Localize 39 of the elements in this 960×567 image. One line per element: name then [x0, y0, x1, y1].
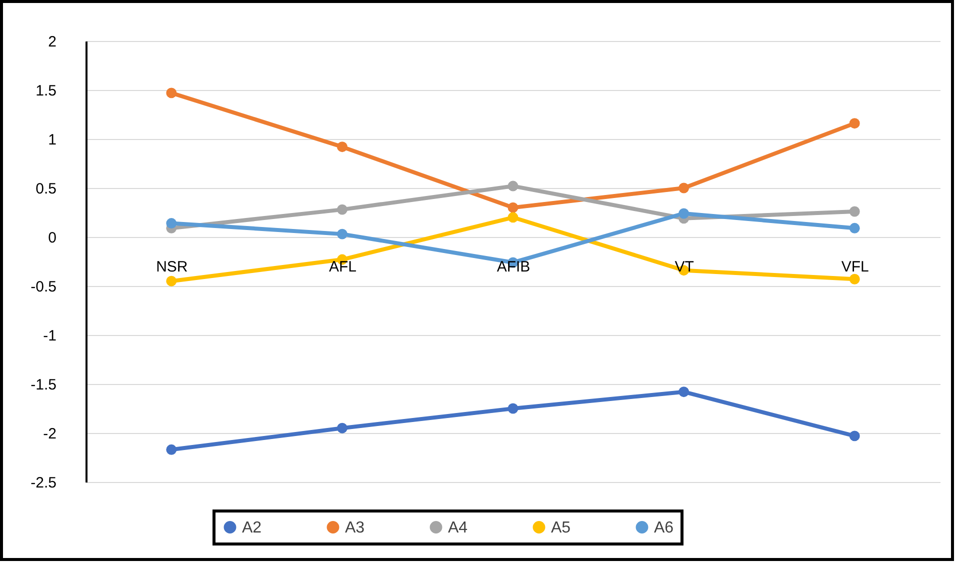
point	[166, 276, 177, 286]
y-tick-label: -2	[43, 426, 56, 442]
x-tick-label: NSR	[156, 258, 188, 276]
x-tick-label: VFL	[841, 258, 869, 276]
legend-label: A2	[242, 519, 262, 536]
point	[166, 444, 177, 455]
point	[678, 386, 690, 398]
y-tick-label: 0.5	[36, 180, 56, 198]
legend-label: A3	[345, 519, 365, 536]
y-tick-label: -2.5	[30, 474, 56, 492]
point	[336, 142, 348, 152]
y-tick-label: 2	[48, 34, 56, 50]
legend-label: A4	[448, 519, 468, 536]
point	[508, 212, 518, 223]
y-tick-label: -1.5	[30, 376, 56, 394]
y-tick-label: 0	[48, 230, 56, 246]
y-tick-label: -1	[43, 328, 56, 344]
x-tick-label: AFIB	[496, 258, 530, 276]
point	[166, 88, 177, 98]
y-tick-label: 1	[48, 132, 56, 148]
point	[508, 202, 518, 213]
point	[336, 422, 348, 434]
point	[166, 218, 177, 229]
point	[508, 180, 518, 192]
point	[849, 206, 860, 217]
y-tick-label: 1.5	[36, 82, 56, 100]
point	[336, 228, 348, 240]
point	[678, 182, 690, 194]
point	[849, 430, 860, 442]
x-tick-label: AFL	[328, 258, 356, 276]
point	[849, 274, 860, 284]
point	[849, 118, 860, 129]
point	[678, 208, 690, 219]
point	[336, 204, 348, 215]
point	[508, 403, 518, 414]
y-tick-label: -0.5	[30, 278, 56, 296]
legend-label: A6	[654, 519, 674, 536]
point	[849, 222, 860, 234]
legend-label: A5	[551, 519, 571, 536]
